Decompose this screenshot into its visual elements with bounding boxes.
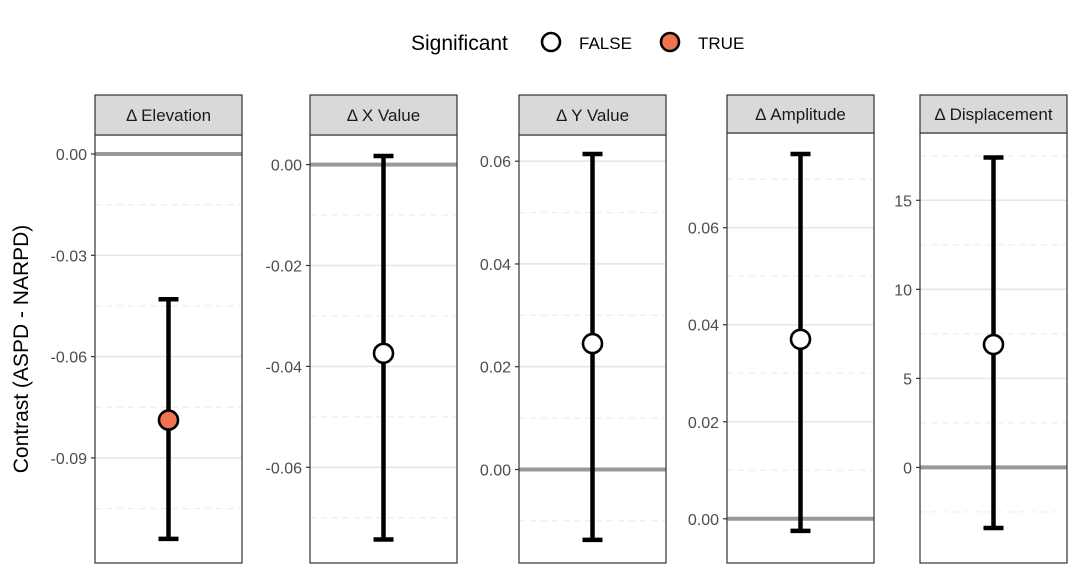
facet-panels: Δ Elevation 0.00 -0.03 -0.06 -0.09 Δ X Value 0… (51, 94, 1068, 564)
facet-panel: Δ Elevation 0.00 -0.03 -0.06 -0.09 (51, 94, 243, 564)
facet-panel: Δ Y Value 0.00 0.02 0.04 0.06 (480, 94, 667, 564)
facet-strip-label: Δ Displacement (934, 105, 1052, 124)
facet-strip-label: Δ Elevation (126, 106, 211, 125)
y-tick-label: 0.06 (480, 154, 511, 171)
legend-key-false (540, 31, 562, 53)
y-tick-label: 0.06 (688, 221, 719, 238)
facet-strip (309, 94, 458, 136)
y-tick-label: 0.00 (56, 147, 87, 164)
panel-plot-area (920, 155, 1067, 531)
facet-panel: Δ Amplitude 0.00 0.02 0.04 0.06 (688, 94, 875, 564)
y-tick-label: 0.04 (480, 257, 511, 274)
facet-strip-label: Δ Amplitude (755, 105, 846, 124)
y-tick-label: 0 (903, 460, 912, 477)
y-tick-label: 10 (894, 282, 912, 299)
y-tick-label: 5 (903, 371, 912, 388)
y-tick-label: -0.06 (266, 460, 303, 477)
panel-plot-area (519, 151, 666, 543)
facet-strip (726, 94, 875, 134)
y-tick-label: -0.09 (51, 451, 88, 468)
facet-panel: Δ Displacement 0 5 10 15 (894, 94, 1068, 564)
point-estimate (372, 342, 395, 365)
y-tick-label: 0.00 (480, 462, 511, 479)
y-tick-label: 0.00 (271, 158, 302, 175)
y-tick-label: 0.04 (688, 318, 719, 335)
y-tick-label: -0.03 (51, 248, 88, 265)
y-tick-label: 0.02 (480, 360, 511, 377)
panel-plot-area (310, 153, 457, 542)
y-tick-label: -0.04 (266, 359, 303, 376)
y-tick-label: 0.00 (688, 512, 719, 529)
legend-label-true: TRUE (698, 34, 744, 53)
y-tick-label: -0.06 (51, 350, 88, 367)
point-estimate (789, 328, 812, 351)
point-estimate (982, 333, 1005, 356)
legend: Significant FALSE TRUE (411, 31, 744, 55)
y-tick-label: 15 (894, 193, 912, 210)
facet-strip-label: Δ X Value (347, 106, 420, 125)
y-tick-label: -0.02 (266, 259, 303, 276)
facet-strip (919, 94, 1068, 134)
y-axis-title: Contrast (ASPD - NARPD) (10, 225, 33, 474)
facet-strip-label: Δ Y Value (556, 106, 629, 125)
facet-strip (94, 94, 243, 136)
legend-key-true (659, 31, 681, 53)
point-estimate (581, 332, 604, 355)
facet-panel: Δ X Value 0.00 -0.02 -0.04 -0.06 (266, 94, 458, 564)
y-tick-label: 0.02 (688, 415, 719, 432)
panel-plot-area (95, 152, 242, 542)
point-estimate (157, 409, 180, 431)
legend-label-false: FALSE (579, 34, 632, 53)
panel-plot-area (727, 151, 874, 534)
facet-strip (518, 94, 667, 136)
legend-title: Significant (411, 32, 508, 55)
